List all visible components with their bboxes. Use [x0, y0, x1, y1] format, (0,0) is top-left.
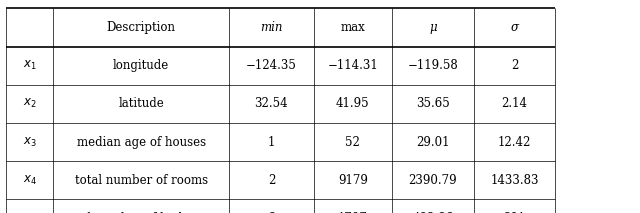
Text: 29.01: 29.01 — [416, 136, 450, 149]
Text: σ: σ — [511, 21, 518, 34]
Text: total number of rooms: total number of rooms — [75, 174, 208, 187]
Text: μ: μ — [429, 21, 436, 34]
Text: total number of bedrooms: total number of bedrooms — [63, 212, 219, 213]
Text: 2: 2 — [511, 59, 518, 72]
Text: 2390.79: 2390.79 — [408, 174, 457, 187]
Text: 52: 52 — [346, 136, 360, 149]
Text: $x_4$: $x_4$ — [23, 174, 37, 187]
Text: $x_2$: $x_2$ — [23, 97, 36, 111]
Text: 2: 2 — [268, 174, 275, 187]
Text: 493.86: 493.86 — [412, 212, 454, 213]
Text: −119.58: −119.58 — [408, 59, 458, 72]
Text: 12.42: 12.42 — [498, 136, 531, 149]
Text: $x_1$: $x_1$ — [23, 59, 36, 72]
Text: 1: 1 — [268, 136, 275, 149]
Text: 41.95: 41.95 — [336, 97, 370, 110]
Text: latitude: latitude — [118, 97, 164, 110]
Text: Description: Description — [107, 21, 176, 34]
Text: $x_3$: $x_3$ — [23, 135, 37, 149]
Text: −124.35: −124.35 — [246, 59, 297, 72]
Text: 32.54: 32.54 — [255, 97, 288, 110]
Text: 9179: 9179 — [338, 174, 368, 187]
Text: longitude: longitude — [113, 59, 170, 72]
Text: −114.31: −114.31 — [328, 59, 378, 72]
Text: 2.14: 2.14 — [501, 97, 527, 110]
Text: 1797: 1797 — [338, 212, 368, 213]
Text: 2: 2 — [268, 212, 275, 213]
Text: 35.65: 35.65 — [416, 97, 450, 110]
Text: min: min — [260, 21, 283, 34]
Text: median age of houses: median age of houses — [77, 136, 206, 149]
Text: 1433.83: 1433.83 — [490, 174, 539, 187]
Text: 291: 291 — [503, 212, 525, 213]
Text: $x_5$: $x_5$ — [23, 212, 37, 213]
Text: max: max — [340, 21, 365, 34]
